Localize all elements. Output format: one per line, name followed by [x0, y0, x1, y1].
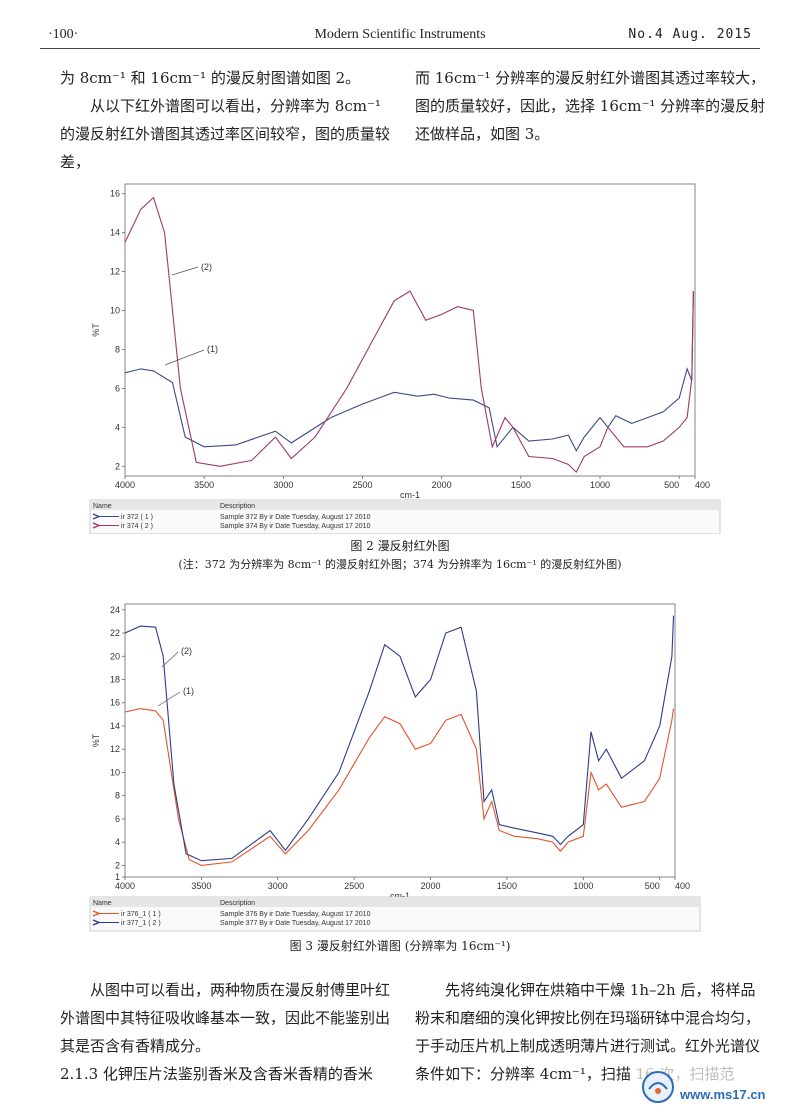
x-tick-label: 3500: [194, 480, 214, 490]
paragraph: 先将纯溴化钾在烘箱中干燥 1h–2h 后，将样品粉末和磨细的溴化钾按比例在玛瑙研…: [415, 981, 761, 1083]
y-tick-label: 6: [115, 383, 120, 393]
series-line-1: [124, 291, 694, 452]
paragraph: 为 8cm⁻¹ 和 16cm⁻¹ 的漫反射图谱如图 2。: [60, 69, 361, 87]
y-tick-label: 2: [115, 860, 120, 870]
annotation-leader: [164, 349, 205, 366]
legend-name: ir 376_1 ( 1 ): [121, 911, 161, 918]
x-tick-label: 2000: [421, 881, 441, 891]
x-axis-title: cm-1: [400, 490, 420, 500]
plot-frame: [124, 183, 696, 477]
figure-2-chart: 2 4 6 8 10 12 14 16 4000 3500 3000 2500 2000 1500 1000…: [80, 178, 730, 534]
y-tick-label: 22: [110, 628, 120, 638]
x-tick-label: 3000: [268, 881, 288, 891]
x-tick-label: 2000: [432, 480, 452, 490]
x-tick-label: 3500: [191, 881, 211, 891]
legend-description: Sample 374 By ir Date Tuesday, August 17…: [220, 523, 371, 530]
y-tick-label: 14: [110, 228, 120, 238]
series-line-2: [124, 196, 694, 474]
top-left-column: 为 8cm⁻¹ 和 16cm⁻¹ 的漫反射图谱如图 2。 从以下红外谱图可以看出…: [60, 64, 395, 176]
y-axis-title: %T: [91, 733, 101, 747]
legend-header-row: [90, 897, 700, 907]
page-header: ·100· Modern Scientific Instruments No.4…: [40, 24, 760, 49]
figure-2-caption: 图 2 漫反射红外图: [350, 539, 450, 553]
x-tick-label: 500: [645, 881, 660, 891]
legend-description: Sample 372 By ir Date Tuesday, August 17…: [220, 514, 371, 521]
annotation-label: (2): [181, 646, 192, 656]
y-tick-label: 8: [115, 344, 120, 354]
y-tick-label: 10: [110, 306, 120, 316]
y-tick-label: 4: [115, 837, 120, 847]
x-tick-label: 3000: [273, 480, 293, 490]
annotation-label: (2): [201, 262, 212, 272]
top-right-column: 而 16cm⁻¹ 分辨率的漫反射红外谱图其透过率较大，图的质量较好，因此，选择 …: [415, 64, 770, 148]
watermark-logo-icon: [642, 1071, 674, 1103]
x-tick-label: 1000: [590, 480, 610, 490]
figure-2-svg: 2 4 6 8 10 12 14 16 4000 3500 3000 2500 2000 1500 1000…: [89, 183, 721, 534]
annotation-leader: [161, 651, 179, 668]
figure-3-chart: 1 2 4 6 8 10 12 14 16 18 20 22 24 4000 3500 3000 2500 200…: [80, 594, 730, 932]
y-tick-label: 6: [115, 814, 120, 824]
annotation-leader: [157, 691, 181, 707]
legend-description: Sample 377 By ir Date Tuesday, August 17…: [220, 920, 371, 927]
journal-title: Modern Scientific Instruments: [314, 27, 486, 42]
issue-info: No.4 Aug. 2015: [628, 27, 752, 42]
y-tick-label: 20: [110, 651, 120, 661]
x-tick-label: 1500: [497, 881, 517, 891]
bottom-right-column: 先将纯溴化钾在烘箱中干燥 1h–2h 后，将样品粉末和磨细的溴化钾按比例在玛瑙研…: [415, 976, 770, 1088]
y-tick-label: 10: [110, 767, 120, 777]
bottom-left-column: 从图中可以看出，两种物质在漫反射傅里叶红外谱图中其特征吸收峰基本一致，因此不能鉴…: [60, 976, 395, 1088]
y-tick-label: 24: [110, 605, 120, 615]
legend-header-name: Name: [93, 900, 112, 907]
legend-header-description: Description: [220, 900, 255, 907]
y-tick-label: 12: [110, 744, 120, 754]
x-tick-label: 4000: [115, 480, 135, 490]
page-number: ·100·: [48, 27, 79, 42]
figure-2-note: (注：372 为分辨率为 8cm⁻¹ 的漫反射红外图；374 为分辨率为 16c…: [178, 558, 622, 571]
x-tick-label: 1000: [573, 881, 593, 891]
x-tick-label: 2500: [344, 881, 364, 891]
legend-header-name: Name: [93, 503, 112, 510]
paragraph: 从以下红外谱图可以看出，分辨率为 8cm⁻¹ 的漫反射红外谱图其透过率区间较窄，…: [60, 97, 391, 171]
annotation-label: (1): [183, 686, 194, 696]
legend-header-row: [90, 500, 720, 510]
series-line-1: [124, 708, 675, 866]
x-axis-title: cm-1: [390, 891, 410, 901]
watermark-url: www.ms17.cn: [680, 1087, 766, 1102]
x-tick-label: 400: [695, 480, 710, 490]
y-tick-label: 12: [110, 267, 120, 277]
x-tick-label: 1500: [511, 480, 531, 490]
figure-3-caption: 图 3 漫反射红外谱图 (分辨率为 16cm⁻¹): [289, 939, 511, 953]
y-tick-label: 1: [115, 872, 120, 882]
x-tick-label: 4000: [115, 881, 135, 891]
y-tick-label: 4: [115, 422, 120, 432]
paragraph: 而 16cm⁻¹ 分辨率的漫反射红外谱图其透过率较大，图的质量较好，因此，选择 …: [415, 69, 766, 143]
y-axis-title: %T: [91, 323, 101, 337]
section-heading: 2.1.3 化钾压片法鉴别香米及含香米香精的香米: [60, 1065, 373, 1083]
y-tick-label: 16: [110, 189, 120, 199]
watermark: www.ms17.cn: [638, 1065, 788, 1109]
paragraph: 从图中可以看出，两种物质在漫反射傅里叶红外谱图中其特征吸收峰基本一致，因此不能鉴…: [60, 981, 391, 1055]
x-tick-label: 400: [675, 881, 690, 891]
legend-description: Sample 376 By ir Date Tuesday, August 17…: [220, 911, 371, 918]
legend-name: ir 372 ( 1 ): [121, 514, 153, 521]
y-tick-label: 16: [110, 698, 120, 708]
series-line-2: [124, 615, 675, 862]
x-tick-label: 2500: [352, 480, 372, 490]
y-tick-label: 14: [110, 721, 120, 731]
legend-name: ir 374 ( 2 ): [121, 523, 153, 530]
plot-frame: [124, 603, 676, 878]
y-tick-label: 18: [110, 675, 120, 685]
y-tick-label: 2: [115, 461, 120, 471]
annotation-label: (1): [207, 344, 218, 354]
annotation-leader: [171, 266, 199, 276]
x-tick-label: 500: [664, 480, 679, 490]
legend-header-description: Description: [220, 503, 255, 510]
legend-name: ir 377_1 ( 2 ): [121, 920, 161, 927]
y-tick-label: 8: [115, 791, 120, 801]
